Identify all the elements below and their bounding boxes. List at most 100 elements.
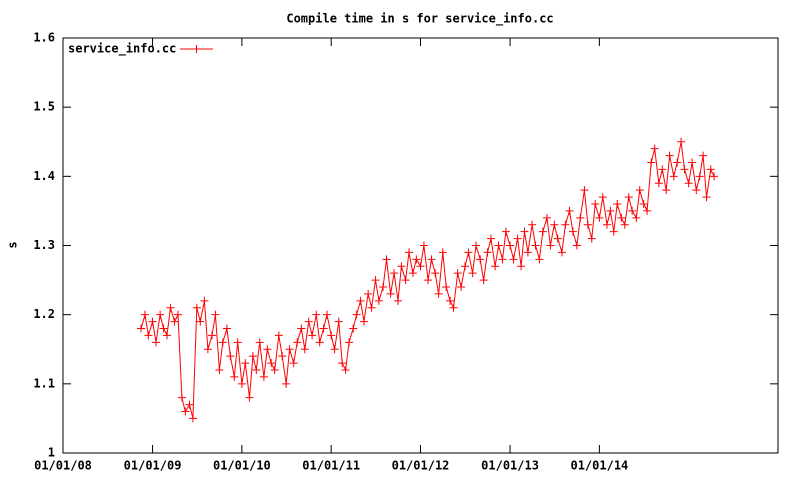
x-tick-label: 01/01/08 bbox=[34, 459, 92, 473]
point-marker bbox=[315, 338, 324, 347]
point-marker bbox=[162, 331, 171, 340]
point-marker bbox=[710, 172, 719, 181]
x-tick-label: 01/01/14 bbox=[570, 459, 628, 473]
point-marker bbox=[137, 324, 146, 333]
point-marker bbox=[427, 255, 436, 264]
x-tick-label: 01/01/09 bbox=[124, 459, 182, 473]
point-marker bbox=[148, 317, 157, 326]
point-marker bbox=[658, 165, 667, 174]
point-marker bbox=[349, 324, 358, 333]
point-marker bbox=[274, 331, 283, 340]
point-marker bbox=[517, 262, 526, 271]
point-marker bbox=[464, 248, 473, 257]
point-marker bbox=[144, 331, 153, 340]
point-marker bbox=[404, 248, 413, 257]
point-marker bbox=[572, 241, 581, 250]
point-marker bbox=[188, 414, 197, 423]
point-marker bbox=[650, 144, 659, 153]
point-marker bbox=[259, 372, 268, 381]
point-marker bbox=[546, 241, 555, 250]
point-marker bbox=[635, 186, 644, 195]
point-marker bbox=[371, 276, 380, 285]
point-marker bbox=[185, 400, 194, 409]
point-marker bbox=[654, 179, 663, 188]
point-marker bbox=[390, 269, 399, 278]
point-marker bbox=[327, 331, 336, 340]
point-marker bbox=[177, 393, 186, 402]
point-marker bbox=[684, 179, 693, 188]
point-marker bbox=[282, 379, 291, 388]
x-tick-label: 01/01/10 bbox=[213, 459, 271, 473]
point-marker bbox=[620, 220, 629, 229]
point-marker bbox=[662, 186, 671, 195]
point-marker bbox=[159, 324, 168, 333]
point-marker bbox=[278, 352, 287, 361]
point-marker bbox=[196, 317, 205, 326]
point-marker bbox=[595, 213, 604, 222]
point-marker bbox=[379, 283, 388, 291]
point-marker bbox=[356, 296, 365, 305]
point-marker bbox=[565, 206, 574, 215]
point-marker bbox=[535, 255, 544, 264]
legend-marker bbox=[192, 45, 201, 53]
point-marker bbox=[438, 248, 447, 257]
point-marker bbox=[393, 296, 402, 305]
point-marker bbox=[498, 255, 507, 264]
y-tick-label: 1.6 bbox=[33, 31, 55, 45]
point-marker bbox=[538, 227, 547, 236]
y-axis-label: s bbox=[6, 241, 20, 248]
point-marker bbox=[699, 151, 708, 160]
point-marker bbox=[166, 303, 175, 312]
legend-label: service_info.cc bbox=[68, 42, 176, 57]
point-marker bbox=[300, 345, 309, 354]
point-marker bbox=[352, 310, 361, 319]
point-marker bbox=[523, 248, 532, 257]
point-marker bbox=[617, 213, 626, 222]
point-marker bbox=[386, 289, 395, 298]
point-marker bbox=[609, 227, 618, 236]
point-marker bbox=[561, 220, 570, 229]
point-marker bbox=[606, 206, 615, 215]
point-marker bbox=[289, 359, 298, 368]
point-marker bbox=[501, 227, 510, 236]
point-marker bbox=[434, 289, 443, 298]
y-tick-label: 1 bbox=[48, 446, 55, 460]
point-marker bbox=[248, 352, 257, 361]
point-marker bbox=[170, 317, 179, 326]
point-marker bbox=[643, 206, 652, 215]
y-tick-label: 1.1 bbox=[33, 376, 55, 390]
point-marker bbox=[602, 220, 611, 229]
point-marker bbox=[200, 296, 209, 305]
point-marker bbox=[312, 310, 321, 319]
point-marker bbox=[334, 317, 343, 326]
point-marker bbox=[174, 310, 183, 319]
point-marker bbox=[520, 227, 529, 236]
point-marker bbox=[237, 379, 246, 388]
point-marker bbox=[431, 269, 440, 278]
point-marker bbox=[241, 359, 250, 368]
point-marker bbox=[192, 303, 201, 312]
point-marker bbox=[628, 206, 637, 215]
point-marker bbox=[308, 331, 317, 340]
point-marker bbox=[688, 158, 697, 167]
point-marker bbox=[338, 359, 347, 368]
point-marker bbox=[345, 338, 354, 347]
point-marker bbox=[285, 345, 294, 354]
point-marker bbox=[457, 283, 466, 291]
point-marker bbox=[580, 186, 589, 195]
point-marker bbox=[591, 200, 600, 208]
point-marker bbox=[506, 241, 515, 250]
point-marker bbox=[543, 213, 552, 222]
point-marker bbox=[695, 172, 704, 181]
point-marker bbox=[412, 255, 421, 264]
point-marker bbox=[692, 186, 701, 195]
point-marker bbox=[476, 255, 485, 264]
point-marker bbox=[245, 393, 254, 402]
point-marker bbox=[583, 220, 592, 229]
point-marker bbox=[408, 269, 417, 278]
point-marker bbox=[416, 262, 425, 271]
point-marker bbox=[304, 317, 313, 326]
point-marker bbox=[263, 345, 272, 354]
point-marker bbox=[330, 345, 339, 354]
